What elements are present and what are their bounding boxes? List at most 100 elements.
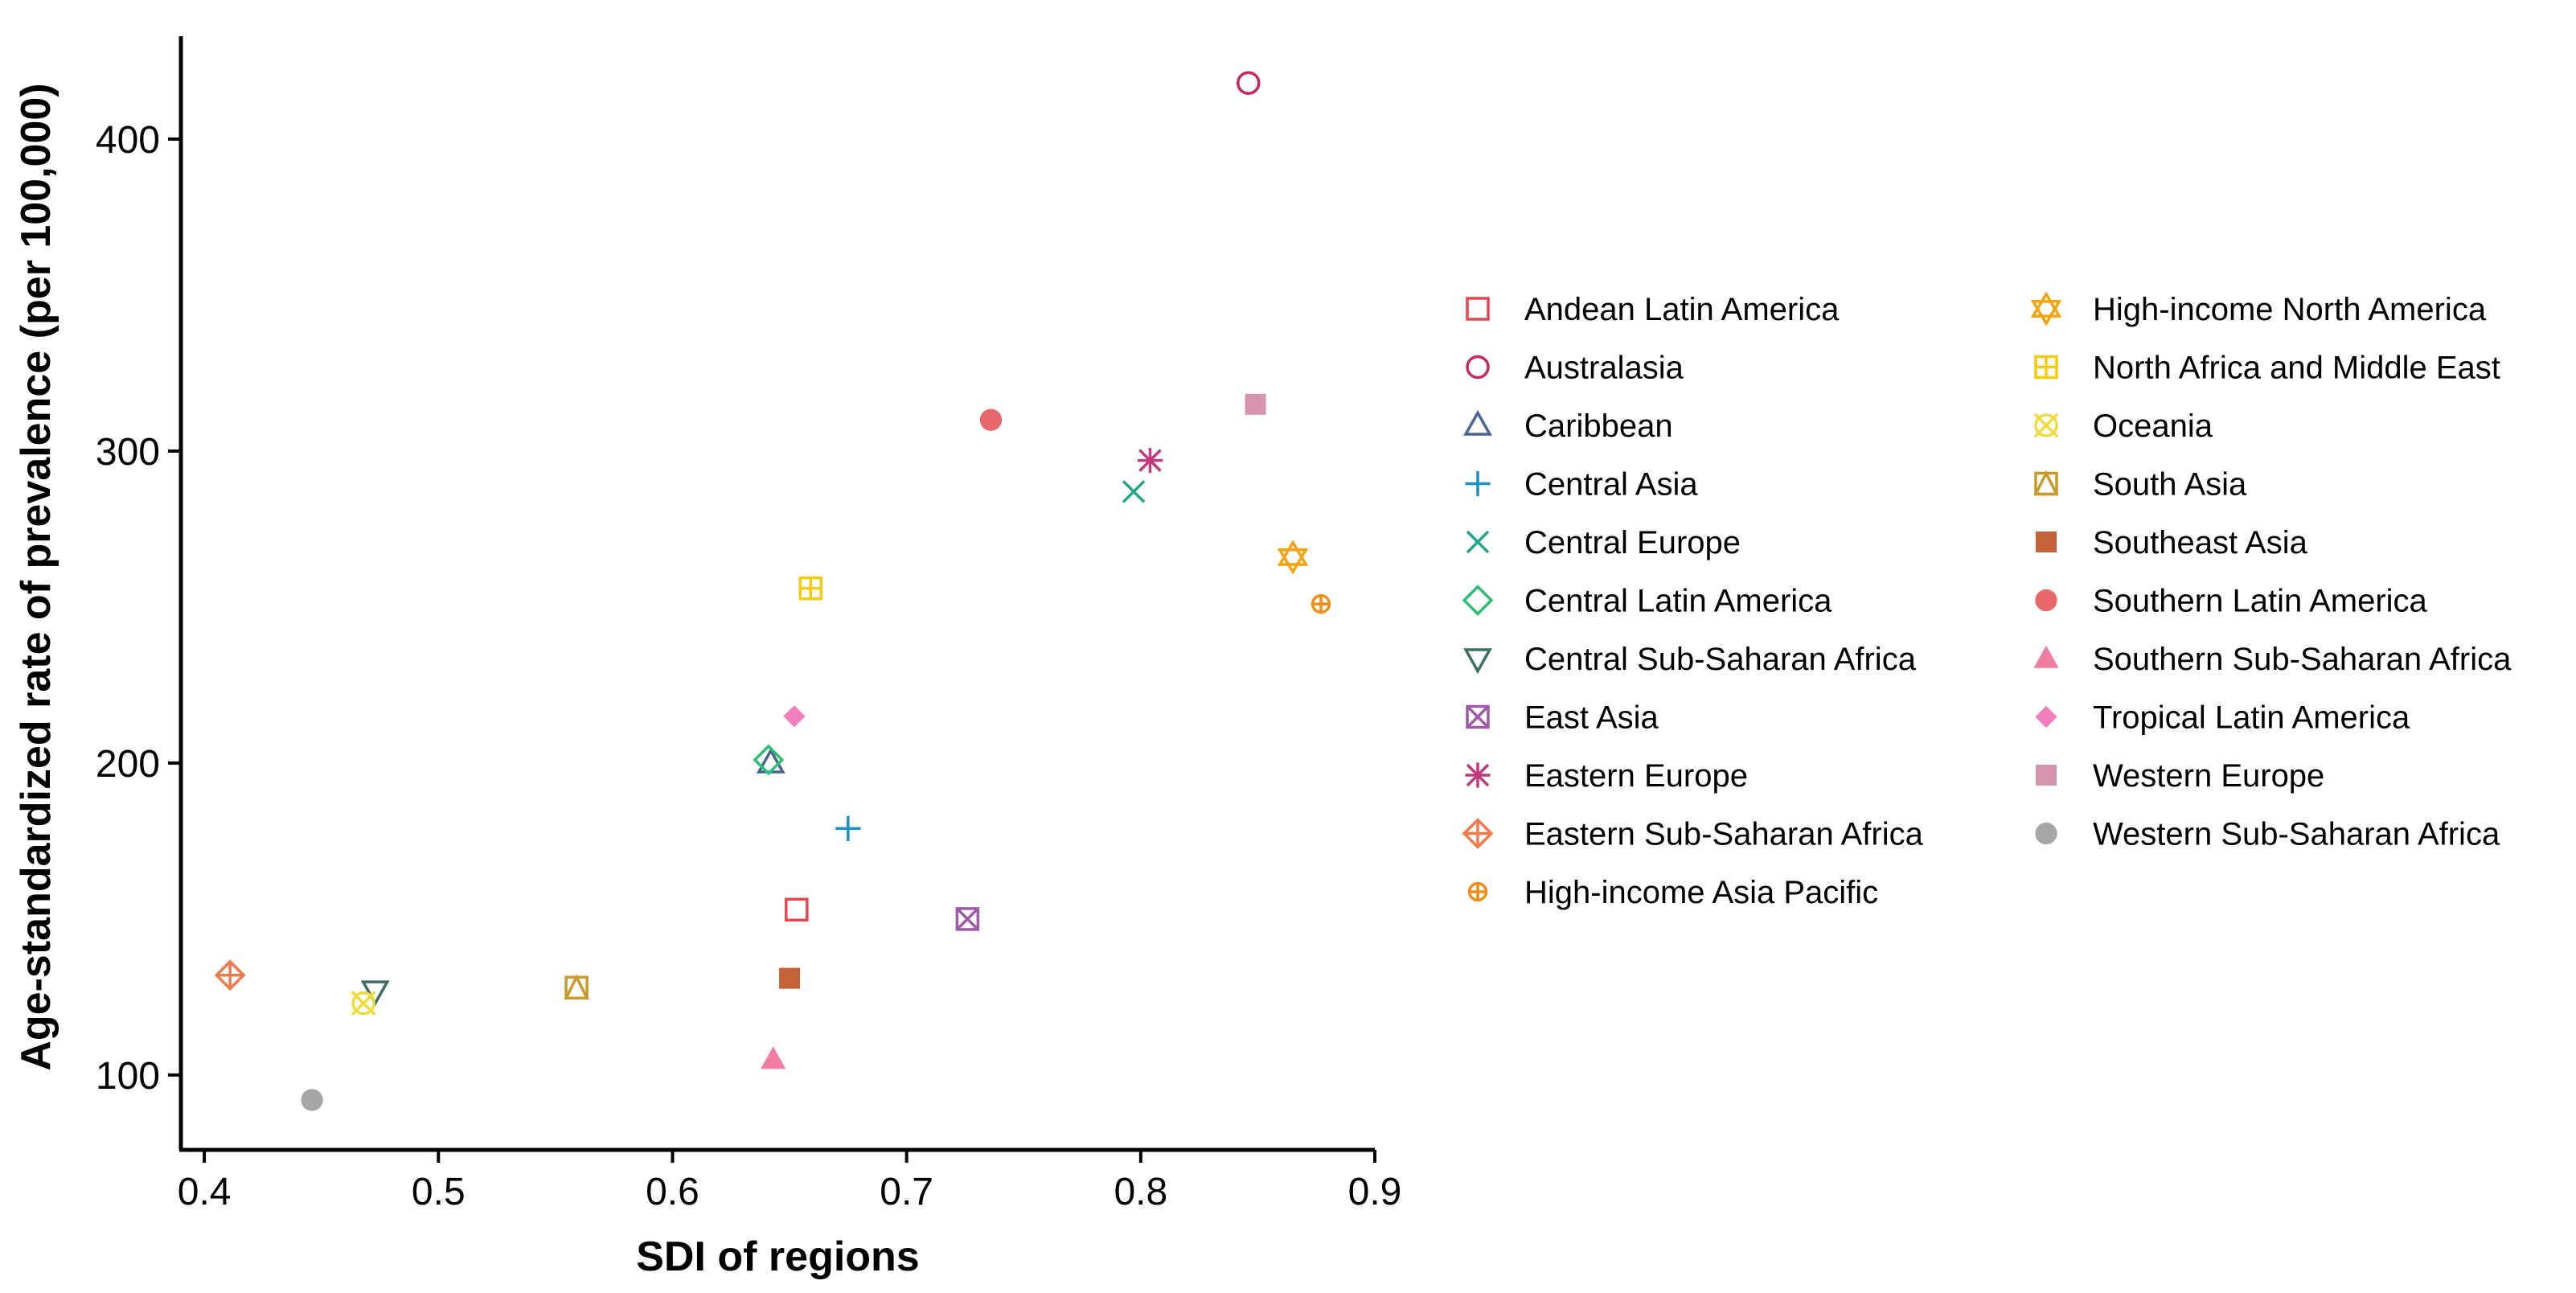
legend-swatch — [2035, 589, 2057, 612]
legend-swatch — [2035, 705, 2057, 729]
legend-swatch — [2035, 822, 2057, 845]
legend-item: Central Latin America — [1462, 584, 1832, 619]
y-axis-title: Age-standardized rate of prevalence (per… — [13, 83, 59, 1070]
point-oceania — [351, 991, 376, 1016]
legend-swatch — [1466, 297, 1490, 321]
legend-item: Eastern Europe — [1465, 758, 1748, 794]
point-central-europe — [1122, 480, 1146, 503]
legend-label: Tropical Latin America — [2093, 700, 2410, 736]
point-australasia — [1237, 71, 1261, 95]
legend-swatch — [1467, 881, 1488, 902]
legend-item: High-income North America — [2030, 291, 2487, 327]
legend-label: Southeast Asia — [2093, 525, 2308, 560]
legend-item: Southeast Asia — [2036, 525, 2308, 560]
x-tick-label: 0.7 — [880, 1171, 933, 1213]
legend-swatch — [2034, 355, 2058, 380]
legend-item: Central Sub-Saharan Africa — [1463, 642, 1917, 677]
point-central-sub-saharan-africa — [360, 980, 390, 1007]
legend-label: Southern Latin America — [2093, 584, 2428, 619]
y-tick-label: 300 — [96, 431, 160, 474]
legend-item: East Asia — [1466, 700, 1659, 736]
legend-item: Central Europe — [1466, 525, 1741, 560]
legend-label: Andean Latin America — [1524, 292, 1840, 327]
legend-item: North Africa and Middle East — [2034, 351, 2500, 386]
legend-label: Eastern Europe — [1524, 758, 1748, 794]
legend-swatch — [1466, 704, 1490, 729]
point-south-asia — [564, 974, 589, 1000]
plot-area: 0.4 0.5 0.6 0.7 0.8 0.9 100 200 300 400 — [96, 36, 1401, 1213]
legend-item: Andean Latin America — [1466, 292, 1840, 327]
y-axis-ticks: 100 200 300 400 — [96, 119, 181, 1098]
point-southern-sub-saharan-africa — [761, 1046, 786, 1069]
legend-label: Western Europe — [2093, 758, 2324, 794]
x-tick-label: 0.5 — [412, 1171, 466, 1213]
data-points — [214, 71, 1331, 1111]
point-east-asia — [955, 907, 980, 931]
x-tick-label: 0.9 — [1348, 1171, 1402, 1213]
point-tropical-latin-america — [783, 705, 806, 728]
legend-label: Central Sub-Saharan Africa — [1524, 642, 1917, 677]
legend-item: Tropical Latin America — [2035, 700, 2410, 736]
legend-label: South Asia — [2093, 467, 2247, 503]
legend-swatch — [1466, 355, 1490, 380]
point-north-africa-and-middle-east — [798, 576, 823, 601]
legend-label: Southern Sub-Saharan Africa — [2093, 642, 2512, 677]
point-western-sub-saharan-africa — [301, 1089, 323, 1111]
legend-swatch — [2033, 645, 2059, 668]
legend-label: Central Latin America — [1524, 584, 1832, 619]
legend-swatch — [1462, 585, 1494, 616]
legend-swatch — [2033, 470, 2059, 496]
legend-item: Caribbean — [1463, 408, 1673, 444]
legend-label: North Africa and Middle East — [2093, 351, 2500, 386]
legend-item: Eastern Sub-Saharan Africa — [1462, 817, 1924, 852]
point-southeast-asia — [779, 967, 801, 989]
legend-item: Western Europe — [2036, 758, 2324, 794]
legend-label: Western Sub-Saharan Africa — [2093, 817, 2500, 852]
x-axis-ticks: 0.4 0.5 0.6 0.7 0.8 0.9 — [178, 1150, 1402, 1213]
point-central-asia — [835, 815, 861, 842]
y-tick-label: 400 — [96, 119, 160, 162]
x-tick-label: 0.8 — [1114, 1171, 1167, 1213]
legend: Andean Latin America Australasia Caribbean… — [1462, 291, 2512, 910]
legend-label: High-income Asia Pacific — [1524, 875, 1878, 910]
y-tick-label: 100 — [96, 1055, 160, 1098]
legend-label: Caribbean — [1524, 408, 1673, 444]
legend-swatch — [2036, 765, 2057, 786]
legend-item: Western Sub-Saharan Africa — [2035, 817, 2500, 852]
legend-swatch — [1466, 530, 1490, 554]
legend-swatch — [2036, 532, 2057, 552]
legend-swatch — [2030, 291, 2062, 326]
legend-item: South Asia — [2033, 467, 2247, 503]
legend-swatch — [1463, 648, 1492, 675]
legend-item: Southern Latin America — [2035, 584, 2428, 619]
legend-item: Oceania — [2033, 408, 2213, 444]
legend-swatch — [1463, 409, 1492, 436]
legend-label: Central Europe — [1524, 525, 1741, 560]
legend-label: High-income North America — [2093, 292, 2487, 327]
legend-item: Central Asia — [1465, 467, 1698, 503]
point-andean-latin-america — [785, 897, 809, 922]
legend-item: Australasia — [1466, 351, 1684, 386]
x-axis-title: SDI of regions — [636, 1233, 919, 1280]
point-high-income-asia-pacific — [1311, 593, 1331, 614]
legend-swatch — [1465, 470, 1491, 497]
y-tick-label: 200 — [96, 743, 160, 786]
legend-label: Central Asia — [1524, 467, 1698, 503]
legend-swatch — [1462, 818, 1494, 849]
legend-label: East Asia — [1524, 700, 1659, 736]
point-eastern-europe — [1137, 448, 1163, 474]
legend-item: Southern Sub-Saharan Africa — [2033, 642, 2512, 677]
legend-label: Eastern Sub-Saharan Africa — [1524, 817, 1924, 852]
legend-swatch — [2033, 413, 2059, 438]
point-western-europe — [1245, 393, 1266, 415]
point-central-latin-america — [753, 744, 785, 776]
point-southern-latin-america — [979, 408, 1003, 431]
legend-swatch — [1465, 762, 1491, 788]
point-eastern-sub-saharan-africa — [214, 959, 246, 991]
legend-label: Oceania — [2093, 408, 2213, 444]
legend-item: High-income Asia Pacific — [1467, 875, 1878, 910]
point-high-income-north-america — [1277, 540, 1309, 575]
x-tick-label: 0.4 — [178, 1171, 232, 1213]
legend-label: Australasia — [1524, 351, 1684, 386]
